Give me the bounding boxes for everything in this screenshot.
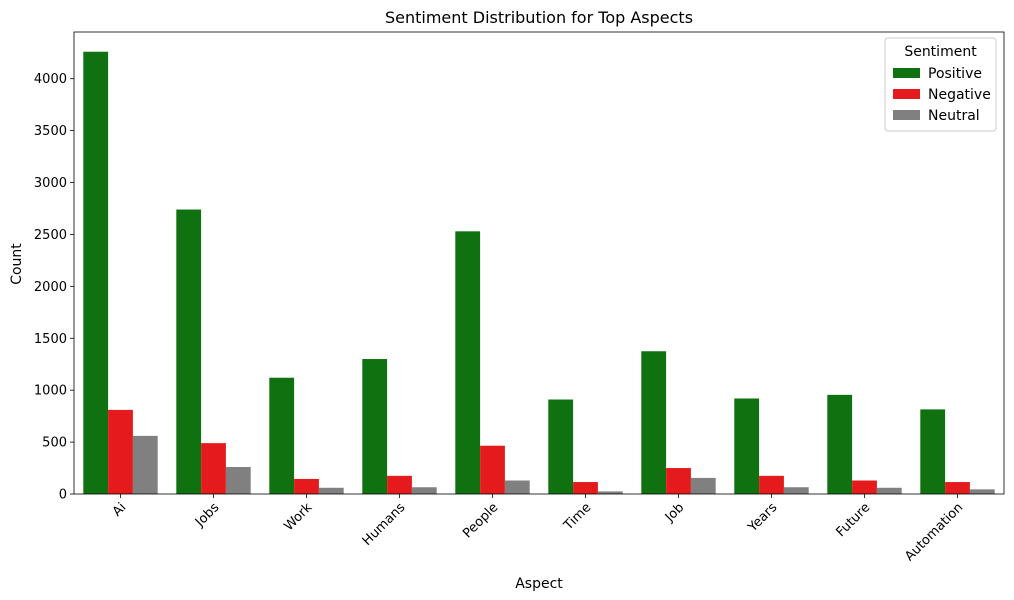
legend-title: Sentiment (904, 44, 977, 60)
bar-neutral-people (504, 480, 530, 494)
y-tick-label: 3000 (34, 176, 67, 191)
bar-positive-automation (920, 409, 946, 494)
x-tick-label: Jobs (192, 500, 222, 530)
bar-negative-years (759, 475, 784, 494)
bar-negative-work (294, 478, 319, 494)
bar-negative-jobs (201, 443, 226, 494)
bar-neutral-humans (411, 487, 437, 494)
y-tick-label: 4000 (34, 72, 67, 87)
y-axis-title: Count (9, 243, 25, 285)
bar-neutral-time (597, 491, 623, 494)
x-tick-label: Years (745, 500, 781, 536)
bar-negative-future (852, 480, 877, 494)
x-tick-label: Job (662, 500, 687, 525)
legend-swatch-negative (893, 89, 920, 99)
y-tick-label: 1000 (34, 384, 67, 399)
y-tick-label: 3500 (34, 124, 67, 139)
bar-positive-humans (362, 359, 388, 494)
bar-neutral-ai (132, 435, 158, 494)
x-tick-label: Ai (110, 500, 129, 519)
bar-positive-ai (83, 51, 109, 494)
bar-negative-humans (387, 475, 412, 494)
bar-negative-people (480, 445, 505, 494)
bar-positive-time (548, 399, 574, 494)
bar-positive-people (455, 231, 481, 494)
x-tick-label: Automation (902, 500, 966, 564)
y-tick-label: 2500 (34, 228, 67, 243)
bar-neutral-future (876, 487, 902, 494)
bar-neutral-job (690, 477, 716, 494)
bar-positive-job (641, 351, 667, 494)
bar-negative-job (666, 468, 691, 494)
bar-neutral-jobs (225, 467, 251, 494)
bar-negative-ai (108, 409, 133, 494)
x-tick-label: Time (561, 500, 595, 534)
y-tick-label: 2000 (34, 280, 67, 295)
x-tick-label: Humans (360, 500, 409, 549)
bar-negative-time (573, 482, 598, 494)
legend-label-negative: Negative (928, 87, 991, 103)
bar-positive-years (734, 398, 760, 494)
bar-positive-work (269, 377, 295, 494)
chart-title: Sentiment Distribution for Top Aspects (385, 8, 693, 27)
bar-neutral-work (318, 487, 344, 494)
x-tick-label: Work (281, 500, 315, 534)
bars-layer (83, 51, 995, 494)
legend-box (884, 37, 997, 132)
bar-negative-automation (945, 482, 970, 494)
bar-positive-jobs (176, 209, 202, 494)
legend-swatch-neutral (893, 110, 920, 120)
legend: Sentiment Positive Negative Neutral (884, 37, 997, 132)
bar-positive-future (827, 394, 853, 494)
y-tick-label: 0 (59, 488, 67, 503)
x-tick-label: People (460, 500, 501, 541)
legend-label-neutral: Neutral (928, 108, 980, 124)
legend-label-positive: Positive (928, 66, 982, 82)
bar-neutral-years (783, 487, 809, 494)
y-tick-label: 1500 (34, 332, 67, 347)
x-axis-title: Aspect (515, 576, 563, 592)
bar-neutral-automation (969, 489, 995, 494)
legend-swatch-positive (893, 68, 920, 78)
y-tick-label: 500 (42, 436, 67, 451)
plot-frame (73, 31, 1005, 495)
x-tick-label: Future (833, 500, 873, 540)
